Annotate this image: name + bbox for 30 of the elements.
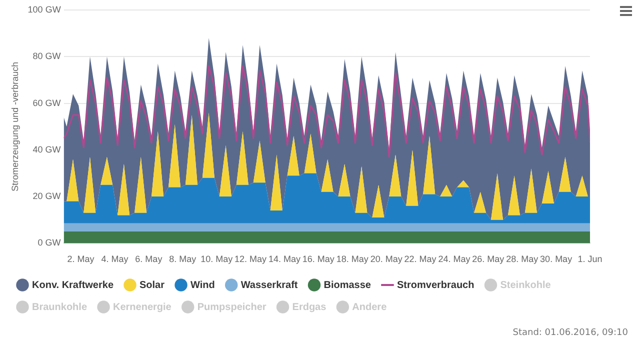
x-tick-label: 18. May (336, 254, 369, 264)
y-tick-label: 60 GW (32, 98, 62, 108)
x-tick-label: 30. May (540, 254, 573, 264)
x-tick-label: 14. May (268, 254, 301, 264)
x-tick-label: 12. May (234, 254, 268, 264)
text: Stand: 01.06.2016, 09:10 (512, 328, 628, 338)
x-tick-label: 4. May (101, 254, 129, 264)
x-tick-label: 16. May (302, 254, 335, 264)
legend-label: Stromverbrauch (396, 280, 474, 291)
y-axis-title: Stromerzeugung und -verbrauch (10, 62, 20, 192)
y-tick-label: 40 GW (32, 144, 62, 154)
y-tick-label: 100 GW (28, 4, 62, 14)
y-tick-label: 0 GW (38, 238, 62, 248)
y-tick-label: 80 GW (32, 51, 62, 62)
x-tick-label: 6. May (135, 254, 163, 264)
x-tick-label: 10. May (200, 254, 234, 264)
y-tick-label: 20 GW (32, 191, 62, 202)
x-tick-label: 24. May (438, 254, 471, 264)
x-tick-label: 8. May (169, 254, 197, 264)
x-tick-label: 28. May (506, 254, 539, 264)
x-tick-label: 1. Jun (578, 254, 602, 264)
x-tick-label: 20. May (370, 254, 403, 264)
x-tick-label: 2. May (67, 254, 95, 264)
legend-label: Wasserkraft (240, 280, 298, 291)
legend-label: Wind (190, 280, 215, 291)
legend-label: Solar (140, 280, 165, 291)
x-tick-label: 22. May (404, 254, 437, 264)
x-tick-label: 26. May (472, 254, 505, 264)
legend-label: Konv. Kraftwerke (32, 280, 114, 291)
legend-label: Biomasse (324, 280, 372, 291)
